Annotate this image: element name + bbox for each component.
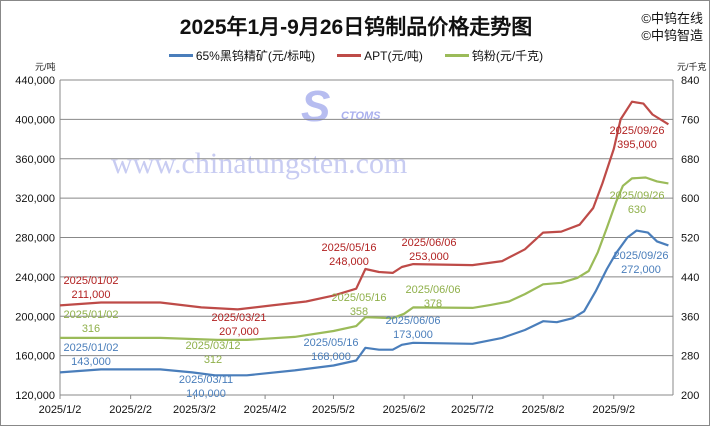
watermark-url: www.chinatungsten.com	[111, 147, 407, 180]
annotation-value: 248,000	[329, 256, 369, 268]
watermark-logo-text: CTOMS	[341, 110, 381, 122]
left-tick-label: 280,000	[15, 233, 55, 245]
annotation-date: 2025/01/02	[63, 275, 118, 287]
annotation-date: 2025/03/12	[185, 340, 240, 352]
annotation-value: 312	[204, 354, 222, 366]
right-tick-label: 520	[681, 233, 699, 245]
left-tick-label: 440,000	[15, 75, 55, 87]
left-tick-label: 360,000	[15, 154, 55, 166]
annotation-value: 630	[628, 204, 646, 216]
annotation-value: 143,000	[71, 356, 111, 368]
annotation-date: 2025/01/02	[63, 342, 118, 354]
x-tick-label: 2025/2/2	[109, 404, 152, 416]
legend-label: APT(元/吨)	[364, 49, 423, 63]
annotation-date: 2025/06/06	[401, 237, 456, 249]
annotation-value: 140,000	[186, 388, 226, 400]
annotation-value: 253,000	[409, 251, 449, 263]
x-tick-label: 2025/8/2	[522, 404, 565, 416]
annotation-value: 358	[350, 306, 368, 318]
chart-title: 2025年1月-9月26日钨制品价格走势图	[179, 16, 533, 39]
annotation-value: 378	[424, 298, 442, 310]
annotation-date: 2025/06/06	[385, 315, 440, 327]
annotation-date: 2025/05/16	[331, 292, 386, 304]
x-tick-label: 2025/1/2	[39, 404, 82, 416]
x-tick-label: 2025/6/2	[383, 404, 426, 416]
annotation-date: 2025/01/02	[63, 309, 118, 321]
annotation-value: 395,000	[617, 139, 657, 151]
brand-text: ©中钨在线 ©中钨智造	[641, 10, 703, 44]
annotation-value: 211,000	[72, 289, 111, 301]
x-tick-label: 2025/3/2	[173, 404, 216, 416]
legend-item-concentrate: 65%黑钨精矿(元/标吨)	[168, 47, 316, 64]
right-tick-label: 200	[681, 390, 699, 402]
right-axis-unit: 元/千克	[677, 62, 707, 72]
annotation-value: 168,000	[311, 351, 351, 363]
annotation-value: 173,000	[393, 329, 433, 341]
left-tick-label: 160,000	[15, 351, 55, 363]
annotation-date: 2025/03/21	[211, 312, 266, 324]
annotation-value: 316	[82, 323, 100, 335]
right-tick-label: 680	[681, 154, 699, 166]
right-tick-label: 280	[681, 351, 699, 363]
right-tick-label: 360	[681, 311, 699, 323]
left-tick-label: 120,000	[15, 390, 55, 402]
annotation-date: 2025/09/26	[613, 250, 668, 262]
annotation-value: 272,000	[621, 264, 661, 276]
left-tick-label: 200,000	[15, 311, 55, 323]
annotation-date: 2025/09/26	[609, 190, 664, 202]
left-tick-label: 400,000	[15, 114, 55, 126]
left-tick-label: 240,000	[15, 272, 55, 284]
annotation-date: 2025/03/11	[179, 374, 233, 386]
left-tick-label: 320,000	[15, 193, 55, 205]
annotation-date: 2025/09/26	[609, 125, 664, 137]
right-tick-label: 760	[681, 114, 699, 126]
right-tick-label: 840	[681, 75, 699, 87]
watermark-logo: S	[301, 82, 330, 131]
right-tick-label: 440	[681, 272, 699, 284]
x-tick-label: 2025/5/2	[312, 404, 355, 416]
brand-line-1: ©中钨在线	[641, 11, 703, 26]
brand-line-2: ©中钨智造	[641, 28, 703, 43]
annotation-date: 2025/06/06	[405, 284, 460, 296]
x-tick-label: 2025/9/2	[592, 404, 635, 416]
x-tick-label: 2025/4/2	[244, 404, 287, 416]
legend-label: 65%黑钨精矿(元/标吨)	[195, 49, 316, 63]
annotation-date: 2025/05/16	[321, 242, 376, 254]
annotation-value: 207,000	[219, 326, 259, 338]
left-axis-unit: 元/吨	[35, 61, 56, 72]
legend-item-powder: 钨粉(元/千克)	[444, 47, 544, 64]
legend: 65%黑钨精矿(元/标吨) APT(元/吨) 钨粉(元/千克)	[1, 47, 709, 64]
right-tick-label: 600	[681, 193, 699, 205]
annotation-date: 2025/05/16	[303, 337, 358, 349]
legend-label: 钨粉(元/千克)	[471, 49, 544, 63]
x-tick-label: 2025/7/2	[451, 404, 494, 416]
legend-item-apt: APT(元/吨)	[337, 47, 423, 64]
series-line-1	[59, 100, 669, 311]
